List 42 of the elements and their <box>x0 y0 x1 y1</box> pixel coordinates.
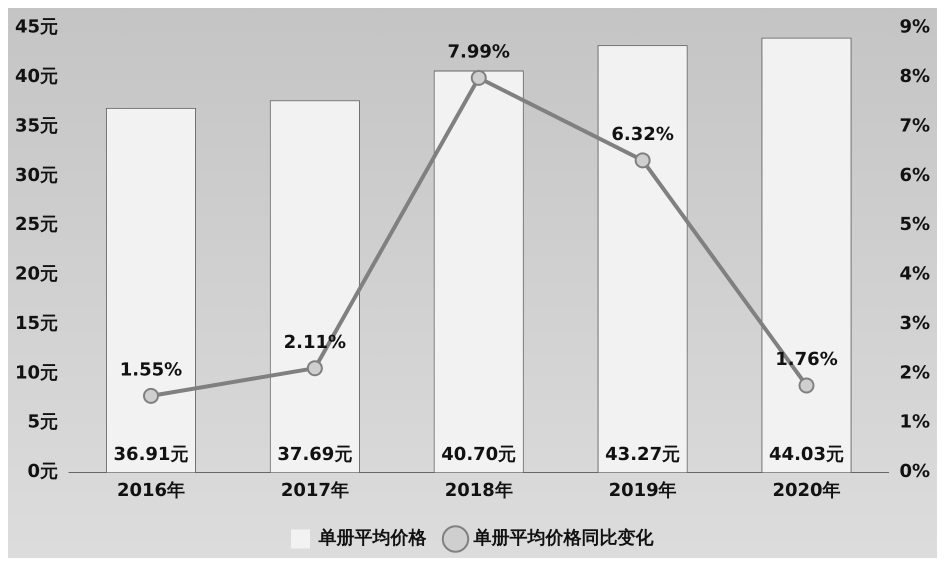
data-label: 2.11% <box>284 332 346 353</box>
y-tick-label: 25元 <box>14 214 58 236</box>
data-label: 40.70元 <box>441 444 516 466</box>
y-tick-label: 40元 <box>14 66 58 88</box>
data-label: 44.03元 <box>769 444 844 466</box>
y-tick-label: 30元 <box>14 164 58 186</box>
y2-tick-label: 7% <box>899 115 930 136</box>
legend-label: 单册平均价格 <box>318 528 428 549</box>
y2-tick-label: 2% <box>899 362 930 384</box>
x-tick-label: 2020年 <box>772 480 841 501</box>
x-tick-label: 2018年 <box>444 480 513 501</box>
y-tick-label: 35元 <box>14 115 58 136</box>
data-label: 1.76% <box>775 349 838 370</box>
y2-tick-label: 3% <box>899 312 930 334</box>
y2-tick-label: 8% <box>899 66 930 88</box>
point <box>470 70 487 86</box>
x-tick-label: 2016年 <box>116 480 186 501</box>
data-label: 37.69元 <box>277 444 352 466</box>
y-tick-label: 0元 <box>28 461 58 482</box>
y2-tick-label: 4% <box>899 264 930 285</box>
point <box>634 152 651 168</box>
y-tick-label: 5元 <box>28 412 58 433</box>
y-tick-label: 20元 <box>14 264 58 285</box>
x-tick-label: 2017年 <box>280 480 349 501</box>
data-label: 43.27元 <box>605 444 680 466</box>
y2-tick-label: 1% <box>899 412 930 433</box>
point <box>142 388 159 404</box>
point <box>306 360 323 376</box>
x-tick-label: 2019年 <box>608 480 677 501</box>
data-label: 1.55% <box>120 360 182 381</box>
data-label: 36.91元 <box>114 444 188 466</box>
y-tick-label: 15元 <box>14 312 58 334</box>
y2-tick-label: 5% <box>899 214 930 236</box>
y2-tick-label: 0% <box>899 461 930 482</box>
point <box>798 377 814 394</box>
y-tick-label: 45元 <box>14 16 58 38</box>
data-label: 6.32% <box>611 124 674 146</box>
legend-label: 单册平均价格同比变化 <box>472 528 654 549</box>
data-label: 7.99% <box>448 42 510 63</box>
y-tick-label: 10元 <box>14 362 58 384</box>
y2-tick-label: 9% <box>899 16 930 38</box>
y2-tick-label: 6% <box>899 164 930 186</box>
